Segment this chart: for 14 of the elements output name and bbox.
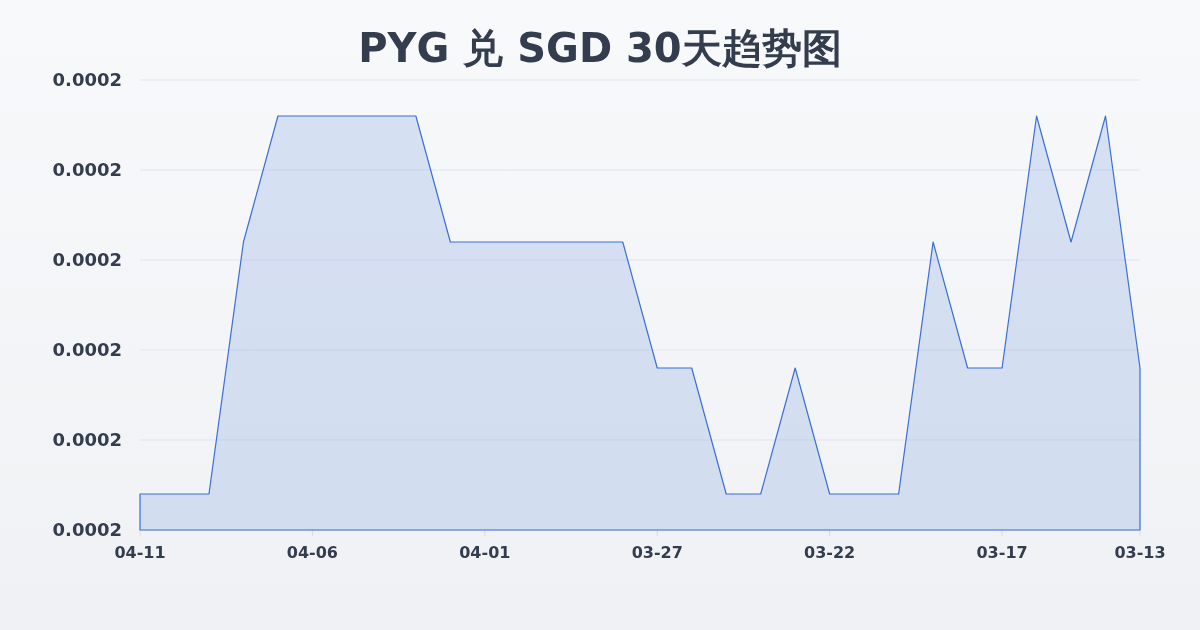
- x-tick-label: 03-13: [1114, 543, 1166, 562]
- y-tick-label: 0.0002: [52, 339, 122, 360]
- x-tick-label: 04-06: [286, 543, 338, 562]
- y-tick-label: 0.0002: [52, 519, 122, 540]
- y-tick-label: 0.0002: [52, 159, 122, 180]
- x-tick-label: 04-01: [459, 543, 511, 562]
- y-tick-label: 0.0002: [52, 429, 122, 450]
- x-tick-label: 03-17: [976, 543, 1028, 562]
- y-tick-label: 0.0002: [52, 69, 122, 90]
- x-tick-label: 03-22: [804, 543, 856, 562]
- chart-title: PYG 兑 SGD 30天趋势图: [358, 25, 842, 71]
- x-tick-label: 03-27: [631, 543, 683, 562]
- y-tick-label: 0.0002: [52, 249, 122, 270]
- x-tick-label: 04-11: [114, 543, 166, 562]
